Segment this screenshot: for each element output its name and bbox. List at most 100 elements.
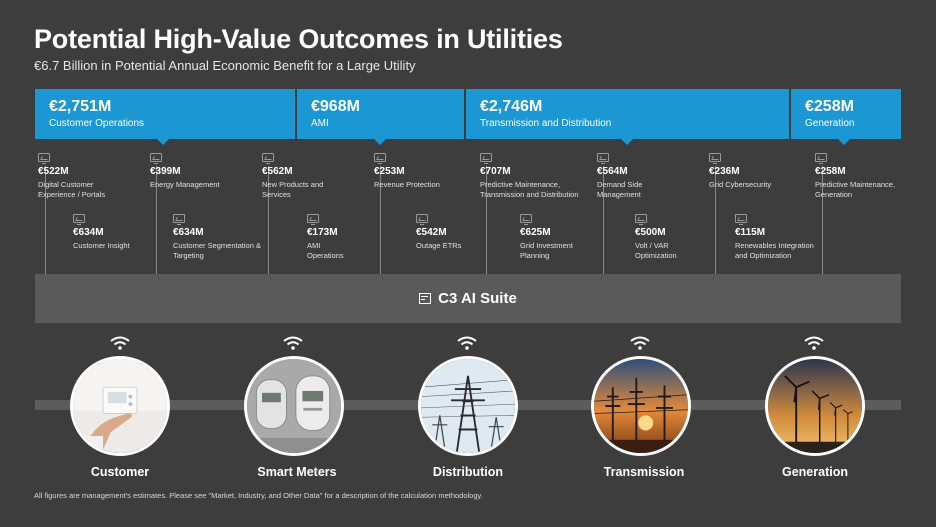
banner-label: Transmission and Distribution (480, 118, 612, 129)
monitor-chart-icon (520, 214, 532, 225)
banner-pointer (157, 139, 169, 145)
outcome-item: €115M Renewables Integration and Optimiz… (735, 214, 853, 260)
column-line (380, 166, 381, 274)
outcome-item: €542M Outage ETRs (416, 214, 534, 251)
banner-label: Customer Operations (49, 118, 145, 129)
outcome-item: €634M Customer Segmentation & Targeting (173, 214, 291, 260)
outcome-label: Renewables Integration and Optimization (735, 241, 814, 260)
outcome-amount: €115M (735, 227, 766, 238)
asset-label-customer: Customer (90, 465, 150, 479)
thermostat-photo (70, 356, 170, 456)
outcome-label: Grid Investment Planning (520, 241, 573, 260)
column-line (715, 166, 716, 274)
outcome-amount: €522M (38, 166, 69, 177)
outcome-amount: €173M (307, 227, 338, 238)
banner-pointer (621, 139, 633, 145)
banner-label: AMI (311, 118, 329, 129)
outcome-amount: €634M (73, 227, 104, 238)
monitor-chart-icon (173, 214, 185, 225)
outcome-item: €564M Demand Side Management (597, 153, 715, 199)
banner-ami: €968M AMI (297, 89, 464, 145)
outcome-item: €634M Customer Insight (73, 214, 191, 251)
banner-amount: €968M (311, 98, 360, 115)
meters-photo (244, 356, 344, 456)
outcome-label: Predictive Maintenance, Transmission and… (480, 180, 579, 199)
suite-label: C3 AI Suite (438, 290, 517, 307)
banner-generation: €258M Generation (791, 89, 901, 145)
asset-label-smart-meters: Smart Meters (257, 465, 337, 479)
outcome-amount: €562M (262, 166, 293, 177)
asset-label-distribution: Distribution (432, 465, 504, 479)
wifi-icon (457, 336, 477, 350)
outcome-label: Outage ETRs (416, 241, 462, 250)
outcome-amount: €236M (709, 166, 740, 177)
outcome-label: Grid Cybersecurity (709, 180, 772, 189)
outcome-label: New Products and Services (262, 180, 324, 199)
outcome-label: Customer Insight (73, 241, 130, 250)
pylon-photo (418, 356, 518, 456)
asset-label-generation: Generation (782, 465, 848, 479)
outcome-label: Predictive Maintenance, Generation (815, 180, 896, 199)
c3-ai-suite-bar: C3 AI Suite (35, 274, 901, 323)
outcome-label: Energy Management (150, 180, 220, 189)
outcome-amount: €564M (597, 166, 628, 177)
outcome-item: €253M Revenue Protection (374, 153, 492, 190)
outcome-amount: €542M (416, 227, 447, 238)
outcome-item: €236M Grid Cybersecurity (709, 153, 827, 190)
outcome-label: Digital Customer Experience / Portals (38, 180, 106, 199)
outcome-item: €522M Digital Customer Experience / Port… (38, 153, 156, 199)
monitor-chart-icon (73, 214, 85, 225)
outcome-amount: €625M (520, 227, 551, 238)
outcome-label: Demand Side Management (597, 180, 643, 199)
column-line (822, 166, 823, 274)
outcome-item: €258M Predictive Maintenance, Generation (815, 153, 905, 199)
outcome-label: Customer Segmentation & Targeting (173, 241, 261, 260)
column-line (45, 166, 46, 274)
outcome-amount: €258M (815, 166, 846, 177)
monitor-chart-icon (597, 153, 609, 164)
substation-sunset-photo (591, 356, 691, 456)
banner-amount: €2,746M (480, 98, 543, 115)
outcome-amount: €399M (150, 166, 181, 177)
outcome-item: €562M New Products and Services (262, 153, 380, 199)
monitor-chart-icon (635, 214, 647, 225)
outcome-item: €625M Grid Investment Planning (520, 214, 638, 260)
banner-amount: €2,751M (49, 98, 112, 115)
outcome-label: AMI Operations (307, 241, 344, 260)
outcome-item: €707M Predictive Maintenance, Transmissi… (480, 153, 598, 199)
footnote: All figures are management's estimates. … (34, 491, 483, 500)
outcome-amount: €500M (635, 227, 666, 238)
page-subtitle: €6.7 Billion in Potential Annual Economi… (34, 58, 416, 73)
column-line (486, 166, 487, 274)
c3-suite-icon (419, 293, 432, 304)
wifi-icon (283, 336, 303, 350)
monitor-chart-icon (735, 214, 747, 225)
wifi-icon (110, 336, 130, 350)
outcome-amount: €707M (480, 166, 511, 177)
monitor-chart-icon (38, 153, 50, 164)
outcome-amount: €634M (173, 227, 204, 238)
banner-amount: €258M (805, 98, 854, 115)
column-line (268, 166, 269, 274)
banner-label: Generation (805, 118, 855, 129)
monitor-chart-icon (307, 214, 319, 225)
wifi-icon (804, 336, 824, 350)
wifi-icon (630, 336, 650, 350)
monitor-chart-icon (374, 153, 386, 164)
monitor-chart-icon (480, 153, 492, 164)
column-line (156, 166, 157, 274)
page-title: Potential High-Value Outcomes in Utiliti… (34, 24, 563, 54)
outcome-label: Volt / VAR Optimization (635, 241, 677, 260)
monitor-chart-icon (262, 153, 274, 164)
monitor-chart-icon (815, 153, 827, 164)
wind-turbines-photo (765, 356, 865, 456)
banner-pointer (374, 139, 386, 145)
banner-pointer (838, 139, 850, 145)
banner-transmission-distribution: €2,746M Transmission and Distribution (466, 89, 789, 145)
monitor-chart-icon (416, 214, 428, 225)
column-line (603, 166, 604, 274)
outcome-item: €399M Energy Management (150, 153, 268, 190)
outcome-label: Revenue Protection (374, 180, 440, 189)
monitor-chart-icon (709, 153, 721, 164)
asset-label-transmission: Transmission (603, 465, 685, 479)
